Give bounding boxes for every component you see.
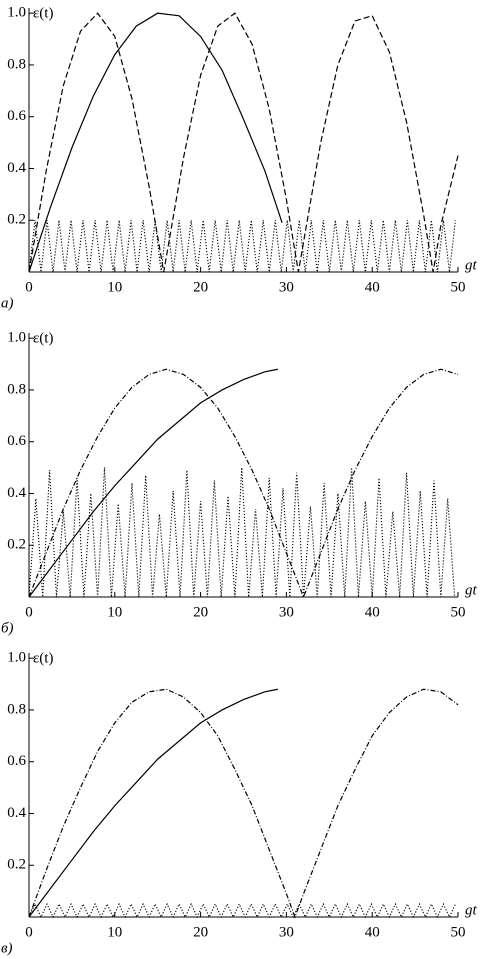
panel-label: в) bbox=[1, 940, 13, 956]
y-tick-label: 1.0 bbox=[7, 330, 26, 346]
y-tick-label: 0.2 bbox=[7, 857, 26, 873]
series-line bbox=[28, 688, 459, 919]
y-tick-label: 0.6 bbox=[7, 433, 26, 449]
x-tick-label: 10 bbox=[107, 924, 122, 940]
y-tick-label: 0.4 bbox=[7, 160, 26, 176]
series-line bbox=[28, 12, 459, 273]
x-tick-label: 40 bbox=[365, 279, 380, 295]
y-axis-label: ε(t) bbox=[33, 650, 53, 666]
y-tick-label: 0.4 bbox=[7, 485, 26, 501]
y-tick-label: 0.8 bbox=[7, 381, 26, 397]
x-tick-label: 0 bbox=[25, 924, 33, 940]
series-line bbox=[28, 467, 456, 598]
x-tick-label: 40 bbox=[365, 604, 380, 620]
y-tick-label: 0.2 bbox=[7, 212, 26, 228]
x-tick-label: 10 bbox=[107, 279, 122, 295]
panel-label: б) bbox=[1, 620, 14, 636]
x-axis-label: gt bbox=[465, 257, 478, 273]
x-tick-label: 30 bbox=[279, 604, 294, 620]
y-axis-label: ε(t) bbox=[33, 5, 53, 21]
series-line bbox=[28, 12, 283, 273]
series-line bbox=[28, 688, 278, 918]
x-axis-label: gt bbox=[465, 582, 478, 598]
y-tick-label: 0.6 bbox=[7, 753, 26, 769]
x-tick-label: 40 bbox=[365, 924, 380, 940]
series-line bbox=[28, 902, 456, 919]
x-tick-label: 20 bbox=[193, 604, 208, 620]
y-tick-label: 1.0 bbox=[7, 650, 26, 666]
y-tick-label: 0.2 bbox=[7, 537, 26, 553]
x-tick-label: 20 bbox=[193, 924, 208, 940]
series-line bbox=[28, 220, 456, 273]
y-tick-label: 0.6 bbox=[7, 108, 26, 124]
y-tick-label: 1.0 bbox=[7, 5, 26, 21]
series-line bbox=[28, 368, 459, 599]
x-tick-label: 0 bbox=[25, 604, 33, 620]
series-line bbox=[28, 368, 278, 598]
x-tick-label: 50 bbox=[451, 279, 466, 295]
y-tick-label: 0.4 bbox=[7, 805, 26, 821]
y-tick-label: 0.8 bbox=[7, 56, 26, 72]
x-tick-label: 50 bbox=[451, 604, 466, 620]
x-tick-label: 50 bbox=[451, 924, 466, 940]
y-tick-label: 0.8 bbox=[7, 701, 26, 717]
x-tick-label: 10 bbox=[107, 604, 122, 620]
x-tick-label: 0 bbox=[25, 279, 33, 295]
x-tick-label: 30 bbox=[279, 924, 294, 940]
panel-label: а) bbox=[1, 295, 14, 311]
x-axis-label: gt bbox=[465, 902, 478, 918]
x-tick-label: 30 bbox=[279, 279, 294, 295]
x-tick-label: 20 bbox=[193, 279, 208, 295]
y-axis-label: ε(t) bbox=[33, 330, 53, 346]
